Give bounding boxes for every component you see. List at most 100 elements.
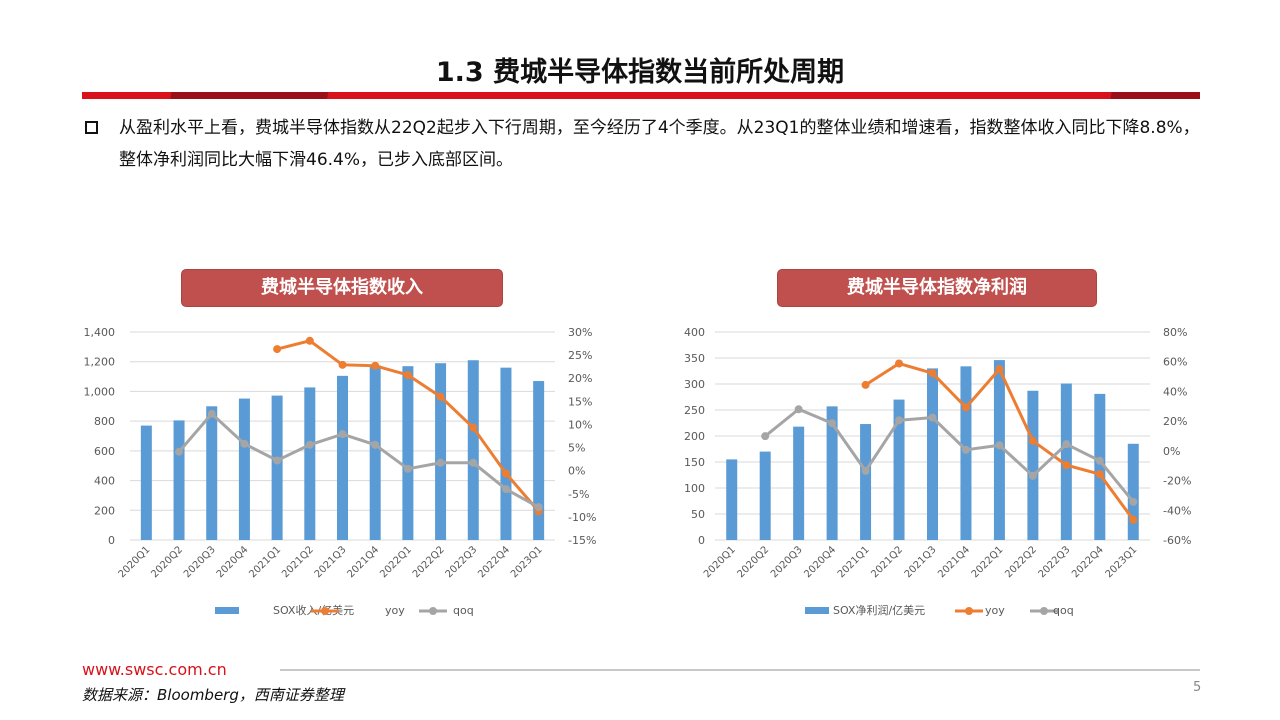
yoy-point <box>1028 436 1037 445</box>
yoy-point <box>1095 470 1104 479</box>
bar-2020Q2 <box>173 420 185 540</box>
qoq-point <box>501 485 510 494</box>
x-tick-label: 2020Q3 <box>769 544 805 580</box>
qoq-point <box>861 466 870 475</box>
y-right-tick-label: 0% <box>1163 445 1180 458</box>
qoq-point <box>207 409 216 418</box>
y-left-tick-label: 300 <box>684 378 705 391</box>
y-left-tick-label: 400 <box>684 326 705 339</box>
y-right-tick-label: -20% <box>1163 475 1191 488</box>
y-left-tick-label: 200 <box>94 504 115 517</box>
y-right-tick-label: 0% <box>568 465 585 478</box>
y-right-tick-label: 30% <box>568 326 592 339</box>
legend-qoq-marker <box>429 607 437 615</box>
y-left-tick-label: 50 <box>691 508 705 521</box>
qoq-point <box>895 416 904 425</box>
y-right-tick-label: -15% <box>568 534 596 547</box>
chart-title-net-profit: 费城半导体指数净利润 <box>777 269 1097 307</box>
yoy-point <box>995 365 1004 374</box>
qoq-point <box>928 413 937 422</box>
bar-2022Q1 <box>993 360 1005 540</box>
legend-qoq-marker <box>1040 607 1048 615</box>
x-tick-label: 2021Q2 <box>280 544 316 580</box>
qoq-point <box>175 447 184 456</box>
qoq-point <box>240 439 249 448</box>
bar-2021Q3 <box>337 375 348 540</box>
y-right-tick-label: -5% <box>568 488 589 501</box>
y-left-tick-label: 1,400 <box>84 326 116 339</box>
bar-2020Q1 <box>726 459 738 540</box>
y-right-tick-label: 80% <box>1163 326 1187 339</box>
bar-2021Q1 <box>271 395 283 540</box>
legend-label: qoq <box>453 604 474 617</box>
qoq-point <box>1062 440 1071 449</box>
legend-label: yoy <box>985 604 1005 617</box>
chart-title-revenue: 费城半导体指数收入 <box>181 269 503 307</box>
x-tick-label: 2021Q1 <box>836 544 872 580</box>
legend-yoy-marker <box>321 607 329 615</box>
yoy-point <box>501 469 510 478</box>
revenue-chart: 0 200 400 600 800 1,000 1,200 1,400 -15% -10% -5% 0… <box>84 326 597 617</box>
bar-2022Q1 <box>402 366 414 540</box>
x-tick-label: 2020Q4 <box>802 544 838 580</box>
y-right-tick-label: 5% <box>568 442 585 455</box>
y-right-tick-label: 25% <box>568 349 592 362</box>
yoy-point <box>371 361 380 370</box>
x-tick-label: 2020Q1 <box>702 544 738 580</box>
qoq-point <box>1095 456 1104 465</box>
page-number: 5 <box>1193 680 1202 695</box>
qoq-point <box>469 458 478 467</box>
x-tick-label: 2023Q1 <box>1104 544 1140 580</box>
qoq-point <box>761 432 770 441</box>
y-left-tick-label: 0 <box>108 534 115 547</box>
x-tick-label: 2021Q4 <box>345 544 381 580</box>
bullet-square-icon <box>85 121 98 134</box>
x-tick-label: 2022Q2 <box>411 544 447 580</box>
y-left-tick-label: 150 <box>684 456 705 469</box>
y-right-tick-label: -60% <box>1163 534 1191 547</box>
bar-2022Q2 <box>435 363 447 540</box>
yoy-point <box>338 360 347 369</box>
yoy-point <box>961 403 970 412</box>
yoy-point <box>1129 515 1138 524</box>
bar-2022Q4 <box>500 367 512 540</box>
x-tick-label: 2023Q1 <box>509 544 545 580</box>
bar-2020Q4 <box>238 398 250 540</box>
qoq-point <box>534 503 543 512</box>
x-tick-label: 2020Q2 <box>149 544 185 580</box>
y-right-tick-label: 20% <box>1163 415 1187 428</box>
qoq-point <box>273 456 282 465</box>
qoq-point <box>995 441 1004 450</box>
bar-2020Q1 <box>140 425 152 540</box>
summary-paragraph: 从盈利水平上看，费城半导体指数从22Q2起步入下行周期，至今经历了4个季度。从2… <box>119 118 1200 170</box>
y-left-tick-label: 0 <box>698 534 705 547</box>
yoy-point <box>273 345 282 354</box>
qoq-point <box>371 440 380 449</box>
legend-bar-swatch <box>215 607 239 614</box>
x-tick-label: 2021Q1 <box>247 544 283 580</box>
x-tick-label: 2022Q3 <box>444 544 480 580</box>
bar-2021Q3 <box>927 368 938 540</box>
legend-label: qoq <box>1053 604 1074 617</box>
x-tick-label: 2021Q3 <box>313 544 349 580</box>
bar-2020Q2 <box>759 451 771 540</box>
legend-label: yoy <box>385 604 405 617</box>
bar-2020Q4 <box>826 406 838 540</box>
x-tick-label: 2022Q1 <box>970 544 1006 580</box>
yoy-point <box>436 392 445 401</box>
y-left-tick-label: 250 <box>684 404 705 417</box>
website-link[interactable]: www.swsc.com.cn <box>82 660 227 679</box>
y-left-tick-label: 1,000 <box>84 385 116 398</box>
qoq-point <box>1028 471 1037 480</box>
data-source: 数据来源：Bloomberg，西南证券整理 <box>82 686 344 704</box>
bar-2020Q3 <box>206 406 218 540</box>
y-right-tick-label: -10% <box>568 511 596 524</box>
y-right-tick-label: -40% <box>1163 504 1191 517</box>
qoq-point <box>961 445 970 454</box>
y-right-tick-label: 15% <box>568 395 592 408</box>
legend-yoy-marker <box>965 607 973 615</box>
legend-bar-swatch <box>805 607 829 614</box>
x-tick-label: 2021Q4 <box>936 544 972 580</box>
qoq-point <box>828 419 837 428</box>
x-tick-label: 2022Q1 <box>378 544 414 580</box>
